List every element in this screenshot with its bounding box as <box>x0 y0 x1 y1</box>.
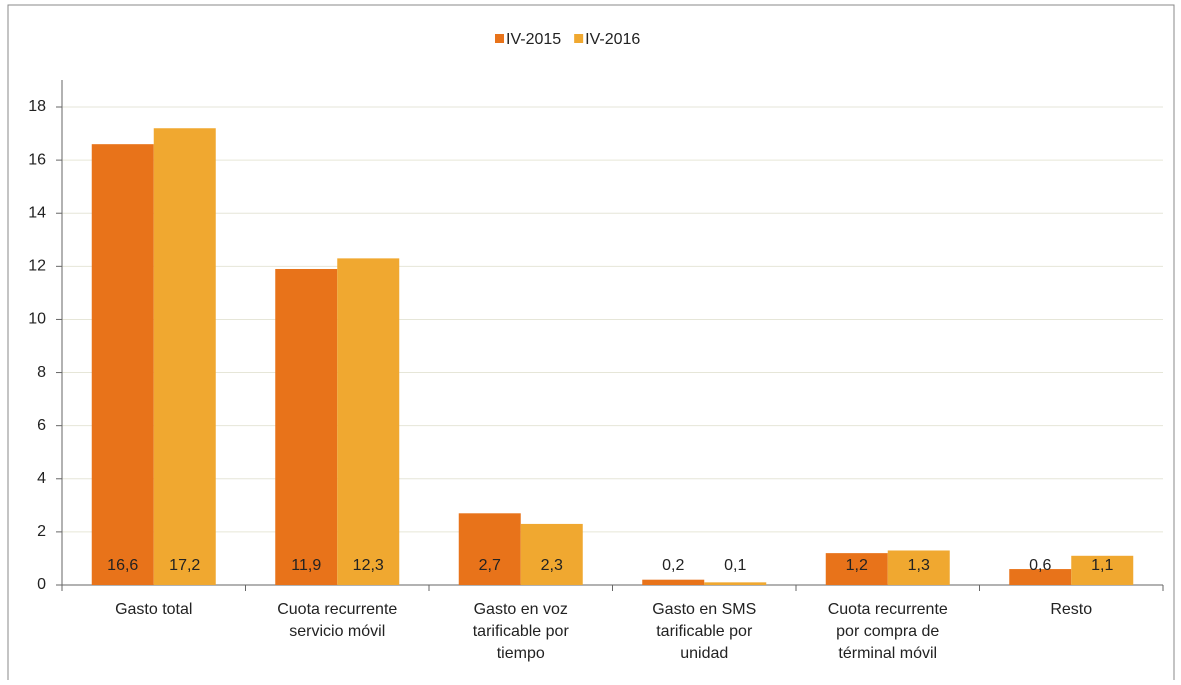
x-tick-label: Gasto en SMS tarificable por unidad <box>652 601 756 662</box>
y-tick-label: 10 <box>28 311 46 328</box>
bar <box>337 258 400 585</box>
legend-swatch <box>495 34 504 43</box>
x-tick-label: Gasto en voz tarificable por tiempo <box>473 601 570 662</box>
value-label: 16,6 <box>107 557 138 574</box>
y-tick-label: 14 <box>28 204 46 221</box>
value-label: 0,2 <box>662 557 684 574</box>
y-tick-label: 8 <box>37 364 46 381</box>
value-label: 0,6 <box>1029 557 1051 574</box>
bar <box>153 128 216 585</box>
value-label: 1,1 <box>1091 557 1113 574</box>
value-label: 11,9 <box>291 557 321 574</box>
bar <box>275 268 338 585</box>
x-tick-label: Gasto total <box>115 601 192 618</box>
bar <box>91 144 154 585</box>
value-label: 1,2 <box>846 557 868 574</box>
x-tick-label: Resto <box>1050 601 1092 618</box>
value-label: 0,1 <box>724 557 746 574</box>
x-tick-label: Cuota recurrente servicio móvil <box>277 601 397 640</box>
bar <box>704 582 767 585</box>
bar <box>1071 555 1134 585</box>
y-tick-label: 4 <box>37 470 46 487</box>
y-tick-label: 18 <box>28 98 46 115</box>
y-tick-label: 12 <box>28 258 46 275</box>
bar <box>887 550 950 585</box>
bar <box>458 513 521 585</box>
legend-label: IV-2016 <box>585 31 640 48</box>
y-tick-label: 2 <box>37 523 46 540</box>
bar <box>1009 569 1072 585</box>
legend-label: IV-2015 <box>506 31 561 48</box>
legend-swatch <box>574 34 584 43</box>
y-tick-label: 6 <box>37 417 46 434</box>
value-label: 1,3 <box>908 557 930 574</box>
bar <box>825 553 888 585</box>
value-label: 12,3 <box>353 557 384 574</box>
value-label: 17,2 <box>169 557 200 574</box>
value-label: 2,7 <box>479 557 501 574</box>
bar <box>642 579 705 585</box>
value-label: 2,3 <box>541 557 563 574</box>
y-tick-label: 16 <box>28 151 46 168</box>
bar <box>520 523 583 585</box>
x-tick-label: Cuota recurrente por compra de términal mó… <box>828 601 948 662</box>
y-tick-label: 0 <box>37 576 46 593</box>
